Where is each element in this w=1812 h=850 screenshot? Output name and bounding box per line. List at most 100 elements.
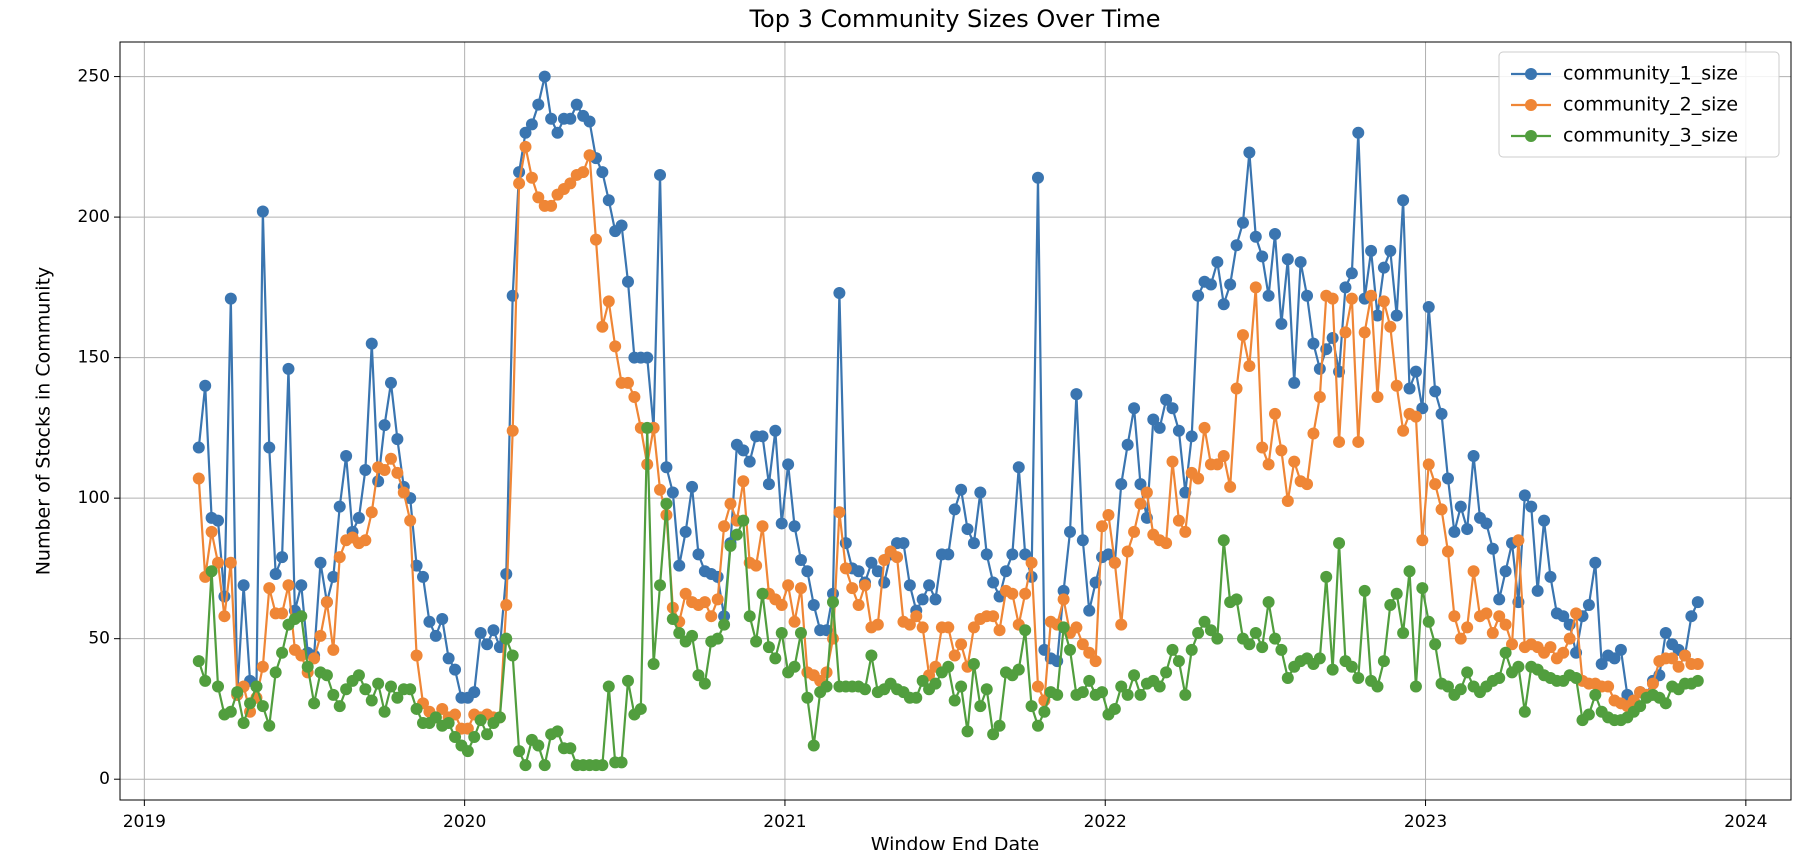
data-point: [1121, 438, 1134, 451]
data-point: [1371, 309, 1384, 322]
data-point: [596, 759, 609, 772]
data-point: [1153, 421, 1166, 434]
data-point: [788, 660, 801, 673]
legend-label: community_3_size: [1563, 125, 1738, 147]
data-point: [1371, 390, 1384, 403]
data-point: [1294, 256, 1307, 269]
data-point: [1236, 216, 1249, 229]
data-point: [1076, 638, 1089, 651]
data-point: [340, 449, 353, 462]
data-point: [1326, 292, 1339, 305]
data-point: [1108, 702, 1121, 715]
data-point: [308, 697, 321, 710]
data-point: [320, 596, 333, 609]
data-point: [1429, 638, 1442, 651]
data-point: [564, 177, 577, 190]
data-point: [1102, 548, 1115, 561]
data-point: [314, 629, 327, 642]
data-point: [474, 627, 487, 640]
data-point: [327, 643, 340, 656]
data-point: [1128, 669, 1141, 682]
data-point: [923, 579, 936, 592]
data-point: [602, 295, 615, 308]
data-point: [1467, 449, 1480, 462]
data-point: [519, 140, 532, 153]
data-point: [1076, 534, 1089, 547]
data-point: [1313, 362, 1326, 375]
data-point: [1454, 500, 1467, 513]
data-point: [871, 618, 884, 631]
data-point: [276, 607, 289, 620]
data-point: [1089, 655, 1102, 668]
data-point: [641, 421, 654, 434]
data-point: [1397, 424, 1410, 437]
data-point: [1236, 329, 1249, 342]
data-point: [762, 641, 775, 654]
data-point: [596, 166, 609, 179]
data-point: [775, 627, 788, 640]
data-point: [1441, 472, 1454, 485]
data-point: [365, 337, 378, 350]
data-point: [1493, 610, 1506, 623]
data-point: [218, 610, 231, 623]
x-tick-label: 2020: [443, 812, 486, 832]
data-point: [1249, 230, 1262, 243]
data-point: [538, 759, 551, 772]
data-point: [1512, 534, 1525, 547]
data-point: [250, 680, 263, 693]
data-point: [1467, 565, 1480, 578]
data-point: [679, 587, 692, 600]
data-point: [1160, 666, 1173, 679]
data-point: [1435, 407, 1448, 420]
data-point: [1198, 421, 1211, 434]
data-point: [1544, 570, 1557, 583]
data-point: [654, 483, 667, 496]
data-point: [333, 700, 346, 713]
data-point: [1480, 517, 1493, 530]
data-point: [1441, 680, 1454, 693]
data-point: [1499, 565, 1512, 578]
data-point: [1441, 545, 1454, 558]
data-point: [839, 562, 852, 575]
data-point: [519, 759, 532, 772]
data-point: [1012, 663, 1025, 676]
data-point: [628, 390, 641, 403]
data-point: [891, 551, 904, 564]
data-point: [583, 149, 596, 162]
data-point: [404, 514, 417, 527]
data-point: [442, 652, 455, 665]
data-point: [1275, 317, 1288, 330]
data-point: [1397, 194, 1410, 207]
data-point: [378, 705, 391, 718]
data-point: [276, 551, 289, 564]
y-axis-label: Number of Stocks in Community: [33, 267, 55, 576]
data-point: [686, 629, 699, 642]
data-point: [1192, 627, 1205, 640]
data-point: [756, 430, 769, 443]
data-point: [1570, 607, 1583, 620]
data-point: [481, 638, 494, 651]
data-point: [282, 362, 295, 375]
data-point: [967, 621, 980, 634]
data-point: [1531, 584, 1544, 597]
data-point: [1185, 643, 1198, 656]
data-point: [513, 745, 526, 758]
data-point: [545, 112, 558, 125]
data-point: [1429, 478, 1442, 491]
data-point: [1192, 472, 1205, 485]
data-point: [1076, 686, 1089, 699]
data-point: [782, 579, 795, 592]
data-point: [942, 660, 955, 673]
data-point: [564, 742, 577, 755]
data-point: [493, 711, 506, 724]
data-point: [865, 649, 878, 662]
legend-box: [1498, 51, 1780, 158]
data-point: [788, 615, 801, 628]
data-point: [256, 700, 269, 713]
data-point: [1096, 520, 1109, 533]
data-point: [442, 716, 455, 729]
data-point: [903, 618, 916, 631]
data-point: [1333, 537, 1346, 550]
data-point: [449, 663, 462, 676]
